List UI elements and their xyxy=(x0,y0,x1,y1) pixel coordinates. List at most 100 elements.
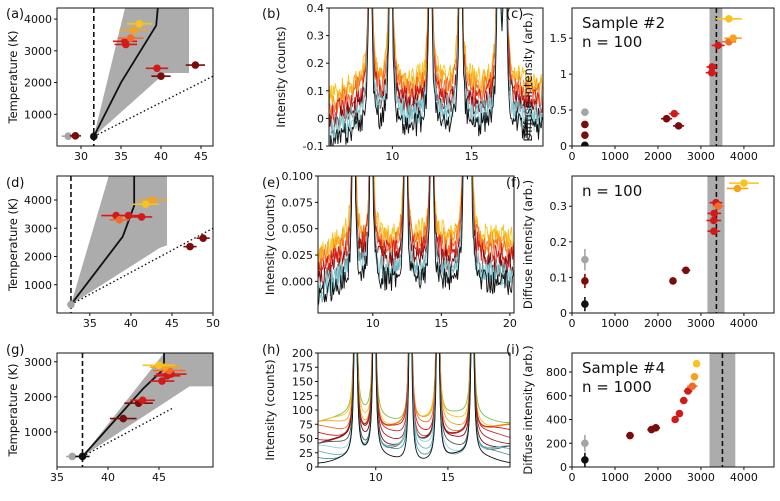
x-tick-label: 20 xyxy=(503,317,517,330)
annotation-text: n = 100 xyxy=(582,33,642,51)
data-point xyxy=(662,114,671,123)
plot-area xyxy=(581,8,742,146)
data-point xyxy=(690,372,699,381)
x-tick-label: 0 xyxy=(569,471,576,484)
y-tick-label: 1000 xyxy=(24,426,52,439)
y-tick-label: 800 xyxy=(546,366,567,379)
y-tick-label: 25 xyxy=(299,447,313,460)
data-point xyxy=(670,109,679,118)
data-point xyxy=(581,277,589,285)
data-point xyxy=(137,213,146,221)
y-tick-label: 1000 xyxy=(24,279,52,292)
data-point xyxy=(191,61,200,69)
y-tick-label: 0 xyxy=(560,307,567,320)
panel-a: (a) 30 35 40 45 1000 2000 3000 4000 Temperature (… xyxy=(6,7,214,163)
data-point xyxy=(581,131,589,140)
x-tick-label: 15 xyxy=(434,317,448,330)
annotation-text: Sample #2 xyxy=(582,14,665,32)
data-point xyxy=(710,216,718,225)
dotted-line xyxy=(70,227,213,306)
y-axis-label: Diffuse intensity (arb.) xyxy=(521,180,535,309)
data-point xyxy=(199,234,207,242)
data-point xyxy=(581,439,589,448)
x-tick-label: 10 xyxy=(369,471,383,484)
y-tick-label: 400 xyxy=(546,414,567,427)
data-point xyxy=(581,120,589,129)
x-tick-label: 35 xyxy=(50,471,64,484)
axes-frame xyxy=(571,175,775,314)
y-tick-label: 0.075 xyxy=(282,196,314,209)
x-tick-label: 40 xyxy=(124,317,138,330)
data-point xyxy=(652,424,660,432)
x-tick-label: 45 xyxy=(194,150,208,163)
x-tick-label: 1000 xyxy=(601,471,629,484)
x-tick-label: 1000 xyxy=(601,150,629,163)
y-axis-label: Intensity (counts) xyxy=(274,26,288,127)
y-tick-label: 0.3 xyxy=(307,30,325,43)
y-tick-label: 50 xyxy=(299,433,313,446)
data-point xyxy=(135,20,144,28)
model-line xyxy=(81,353,165,458)
data-point xyxy=(157,72,165,81)
data-point xyxy=(708,63,716,71)
x-tick-label: 40 xyxy=(154,150,168,163)
data-point xyxy=(710,209,719,218)
plot-area xyxy=(581,176,759,313)
y-tick-label: 2000 xyxy=(24,77,52,90)
data-point xyxy=(67,300,75,309)
panel-g: (g) 35 40 45 1000 2000 3000 Temperature (K) xyxy=(6,343,214,484)
data-point xyxy=(710,227,718,235)
data-point xyxy=(740,179,748,187)
y-tick-label: 175 xyxy=(292,361,313,374)
data-point xyxy=(78,452,87,461)
panel-e: (e) 10 15 20 0.000 0.025 0.050 0.075 0.100 Intens… xyxy=(262,170,517,330)
data-point xyxy=(581,456,589,464)
panel-label: (g) xyxy=(6,343,24,358)
data-point xyxy=(675,409,684,418)
data-point xyxy=(68,452,77,461)
y-tick-label: 1000 xyxy=(24,108,52,121)
x-tick-label: 2000 xyxy=(644,150,672,163)
plot-area xyxy=(67,176,213,313)
x-tick-label: 40 xyxy=(101,471,115,484)
y-tick-label: 100 xyxy=(292,404,313,417)
y-tick-label: 3000 xyxy=(24,45,52,58)
y-tick-label: 0.050 xyxy=(282,223,314,236)
y-tick-label: 0.025 xyxy=(282,249,314,262)
data-point xyxy=(682,266,690,275)
spectrum-line xyxy=(329,8,543,146)
data-point xyxy=(119,414,128,423)
y-tick-label: 0.3 xyxy=(550,200,568,213)
y-tick-label: 1 xyxy=(560,68,567,81)
y-tick-label: 0.000 xyxy=(282,275,314,288)
axes-frame xyxy=(56,175,214,314)
axes-frame xyxy=(56,7,214,147)
y-tick-label: 75 xyxy=(299,418,313,431)
plot-area xyxy=(61,8,213,146)
spectrum-line xyxy=(318,353,510,436)
data-point xyxy=(669,277,677,285)
axes-frame xyxy=(328,7,544,147)
x-tick-label: 10 xyxy=(366,317,380,330)
data-point xyxy=(141,200,150,209)
spectrum-line xyxy=(329,8,543,109)
y-tick-label: 150 xyxy=(292,376,313,389)
plot-area xyxy=(66,353,213,467)
data-point xyxy=(714,41,722,50)
y-tick-label: 3000 xyxy=(24,222,52,235)
x-tick-label: 1000 xyxy=(601,317,629,330)
y-axis-label: Intensity (counts) xyxy=(263,194,277,295)
spectrum-line xyxy=(329,8,543,116)
y-tick-label: 1.5 xyxy=(550,32,568,45)
panel-c: (c) 0 1000 2000 3000 4000 0 0.5 1 1.5 Diffuse inte… xyxy=(506,7,775,163)
panel-label: (e) xyxy=(262,176,280,191)
annotation-text: n = 1000 xyxy=(582,378,652,396)
y-tick-label: 200 xyxy=(292,347,313,360)
axes-frame xyxy=(571,352,775,468)
data-point xyxy=(626,431,634,440)
y-axis-label: Diffuse intensity (arb.) xyxy=(521,12,535,141)
data-point xyxy=(124,211,133,220)
